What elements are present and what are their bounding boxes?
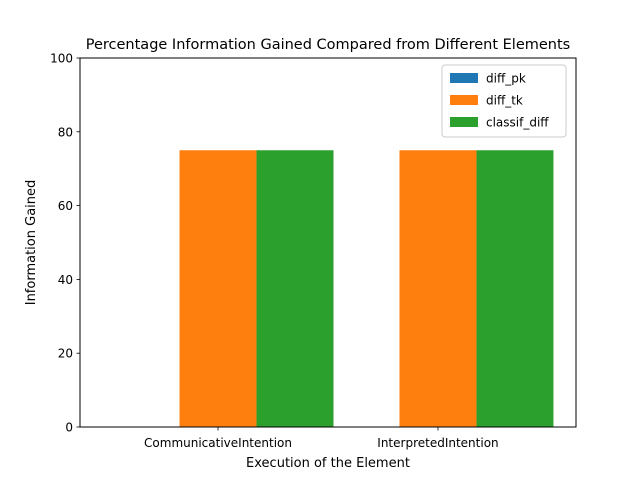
bars-group (179, 150, 554, 427)
chart-title: Percentage Information Gained Compared f… (86, 37, 570, 53)
x-tick-label: CommunicativeIntention (144, 436, 292, 450)
x-axis: CommunicativeIntention InterpretedIntenti… (144, 427, 499, 450)
x-tick-label: InterpretedIntention (377, 436, 498, 450)
legend-label-diff_tk: diff_tk (486, 94, 523, 108)
bar-classif_diff-0 (256, 150, 334, 427)
legend-swatch-classif_diff (450, 117, 478, 127)
y-axis-label: Information Gained (24, 180, 39, 306)
bar-diff_tk-0 (179, 150, 257, 427)
y-tick-label: 0 (65, 421, 73, 435)
y-tick-label: 80 (58, 125, 73, 139)
x-axis-label: Execution of the Element (246, 456, 410, 471)
y-tick-label: 20 (58, 347, 73, 361)
y-tick-label: 40 (58, 273, 73, 287)
legend-label-classif_diff: classif_diff (486, 116, 549, 130)
y-axis: 0 20 40 60 80 100 (50, 52, 80, 435)
plot-frame (79, 57, 577, 428)
legend-swatch-diff_pk (450, 73, 478, 83)
y-tick-label: 60 (58, 199, 73, 213)
legend-swatch-diff_tk (450, 95, 478, 105)
legend: diff_pk diff_tk classif_diff (441, 64, 567, 138)
legend-label-diff_pk: diff_pk (486, 72, 526, 86)
bar-diff_tk-1 (399, 150, 477, 427)
bar-classif_diff-1 (476, 150, 554, 427)
y-tick-label: 100 (50, 52, 73, 66)
